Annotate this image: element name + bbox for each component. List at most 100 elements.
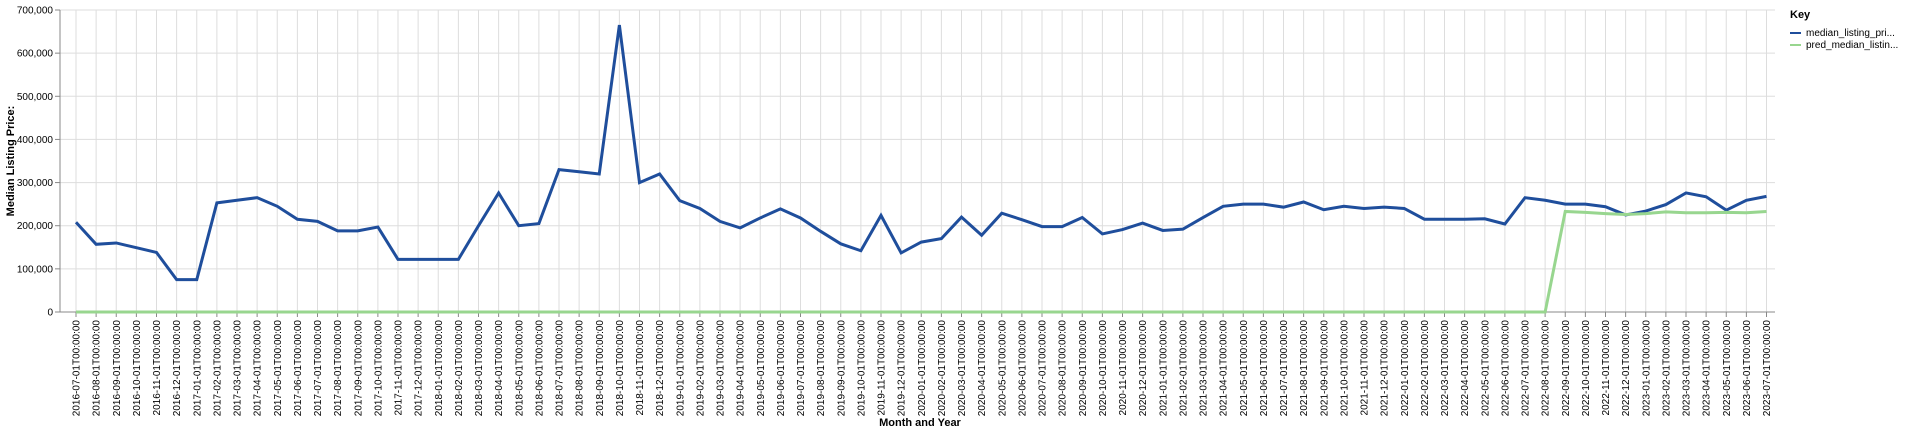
x-tick-label: 2019-01-01T00:00:00 <box>675 320 686 417</box>
x-tick-label: 2022-05-01T00:00:00 <box>1480 320 1491 417</box>
x-tick-label: 2017-05-01T00:00:00 <box>273 320 284 417</box>
x-tick-label: 2018-07-01T00:00:00 <box>555 320 566 417</box>
x-tick-label: 2017-02-01T00:00:00 <box>212 320 223 417</box>
plot-area <box>74 24 1767 314</box>
legend-label-1: pred_median_listin... <box>1806 40 1898 51</box>
x-tick-label: 2022-12-01T00:00:00 <box>1621 320 1632 417</box>
x-tick-label: 2020-04-01T00:00:00 <box>977 320 988 417</box>
x-tick-label: 2017-03-01T00:00:00 <box>233 320 244 417</box>
x-tick-label: 2018-09-01T00:00:00 <box>595 320 606 417</box>
x-tick-label: 2022-10-01T00:00:00 <box>1581 320 1592 417</box>
x-tick-label: 2022-06-01T00:00:00 <box>1500 320 1511 417</box>
y-axis-title: Median Listing Price: <box>5 106 17 217</box>
x-tick-label: 2022-02-01T00:00:00 <box>1420 320 1431 417</box>
x-axis: 2016-07-01T00:00:00 2016-08-01T00:00:00 20… <box>60 311 1775 417</box>
grid-lines <box>60 9 1775 313</box>
x-tick-label: 2020-09-01T00:00:00 <box>1078 320 1089 417</box>
x-tick-label: 2020-02-01T00:00:00 <box>937 320 948 417</box>
x-tick-label: 2017-12-01T00:00:00 <box>414 320 425 417</box>
x-tick-label: 2019-06-01T00:00:00 <box>776 320 787 417</box>
legend: Key median_listing_pri... pred_median_li… <box>1790 9 1898 51</box>
x-tick-label: 2016-09-01T00:00:00 <box>112 320 123 417</box>
x-tick-label: 2019-12-01T00:00:00 <box>897 320 908 417</box>
x-tick-label: 2019-05-01T00:00:00 <box>756 320 767 417</box>
x-tick-label: 2019-07-01T00:00:00 <box>796 320 807 417</box>
series-line-0 <box>74 24 1767 282</box>
x-tick-label: 2021-01-01T00:00:00 <box>1158 320 1169 417</box>
x-tick-label: 2020-12-01T00:00:00 <box>1138 320 1149 417</box>
x-tick-label: 2021-03-01T00:00:00 <box>1199 320 1210 417</box>
x-tick-label: 2022-04-01T00:00:00 <box>1460 320 1471 417</box>
x-tick-label: 2023-07-01T00:00:00 <box>1762 320 1773 417</box>
x-tick-label: 2021-06-01T00:00:00 <box>1259 320 1270 417</box>
x-tick-label: 2021-10-01T00:00:00 <box>1339 320 1350 417</box>
y-tick-label: 100,000 <box>17 264 54 275</box>
x-tick-label: 2023-05-01T00:00:00 <box>1722 320 1733 417</box>
x-tick-label: 2018-05-01T00:00:00 <box>514 320 525 417</box>
y-tick-label: 200,000 <box>17 221 54 232</box>
x-tick-label: 2019-02-01T00:00:00 <box>695 320 706 417</box>
x-tick-label: 2017-06-01T00:00:00 <box>293 320 304 417</box>
x-tick-label: 2021-12-01T00:00:00 <box>1380 320 1391 417</box>
x-tick-label: 2020-06-01T00:00:00 <box>1017 320 1028 417</box>
x-tick-label: 2017-10-01T00:00:00 <box>373 320 384 417</box>
x-tick-label: 2016-07-01T00:00:00 <box>72 320 83 417</box>
x-tick-label: 2018-08-01T00:00:00 <box>575 320 586 417</box>
x-tick-label: 2021-02-01T00:00:00 <box>1178 320 1189 417</box>
x-tick-label: 2018-11-01T00:00:00 <box>635 320 646 416</box>
x-tick-label: 2022-01-01T00:00:00 <box>1400 320 1411 417</box>
x-tick-label: 2021-05-01T00:00:00 <box>1239 320 1250 417</box>
x-tick-label: 2019-10-01T00:00:00 <box>856 320 867 417</box>
x-tick-label: 2017-07-01T00:00:00 <box>313 320 324 417</box>
x-tick-label: 2021-07-01T00:00:00 <box>1279 320 1290 417</box>
x-tick-label: 2020-05-01T00:00:00 <box>997 320 1008 417</box>
x-tick-label: 2018-10-01T00:00:00 <box>615 320 626 417</box>
legend-label-0: median_listing_pri... <box>1806 28 1895 39</box>
y-tick-label: 700,000 <box>17 6 54 17</box>
x-tick-label: 2018-12-01T00:00:00 <box>655 320 666 417</box>
x-tick-label: 2020-10-01T00:00:00 <box>1098 320 1109 417</box>
x-tick-label: 2017-09-01T00:00:00 <box>353 320 364 417</box>
x-tick-label: 2016-10-01T00:00:00 <box>132 320 143 417</box>
x-tick-label: 2019-03-01T00:00:00 <box>716 320 727 417</box>
y-tick-label: 400,000 <box>17 135 54 146</box>
x-tick-label: 2018-01-01T00:00:00 <box>434 320 445 417</box>
x-tick-label: 2023-01-01T00:00:00 <box>1641 320 1652 417</box>
x-tick-label: 2020-07-01T00:00:00 <box>1038 320 1049 417</box>
x-tick-label: 2020-01-01T00:00:00 <box>917 320 928 417</box>
x-tick-label: 2022-07-01T00:00:00 <box>1521 320 1532 417</box>
x-tick-label: 2019-08-01T00:00:00 <box>816 320 827 417</box>
x-tick-label: 2020-08-01T00:00:00 <box>1058 320 1069 417</box>
legend-title: Key <box>1790 9 1811 21</box>
x-tick-label: 2022-11-01T00:00:00 <box>1601 320 1612 416</box>
x-tick-label: 2021-04-01T00:00:00 <box>1219 320 1230 417</box>
x-tick-label: 2023-04-01T00:00:00 <box>1702 320 1713 417</box>
x-tick-label: 2018-02-01T00:00:00 <box>454 320 465 417</box>
x-tick-label: 2016-08-01T00:00:00 <box>92 320 103 417</box>
x-tick-label: 2021-08-01T00:00:00 <box>1299 320 1310 417</box>
x-tick-label: 2018-06-01T00:00:00 <box>534 320 545 417</box>
x-tick-label: 2017-04-01T00:00:00 <box>253 320 264 417</box>
x-tick-label: 2018-03-01T00:00:00 <box>474 320 485 417</box>
x-tick-label: 2023-03-01T00:00:00 <box>1682 320 1693 417</box>
y-tick-label: 0 <box>47 308 53 319</box>
x-axis-title: Month and Year <box>879 417 961 429</box>
x-tick-label: 2016-11-01T00:00:00 <box>152 320 163 416</box>
y-tick-label: 600,000 <box>17 49 54 60</box>
x-tick-label: 2022-08-01T00:00:00 <box>1541 320 1552 417</box>
x-tick-label: 2018-04-01T00:00:00 <box>494 320 505 417</box>
y-tick-label: 500,000 <box>17 92 54 103</box>
x-tick-label: 2017-01-01T00:00:00 <box>192 320 203 417</box>
x-tick-label: 2017-11-01T00:00:00 <box>394 320 405 416</box>
x-tick-label: 2019-04-01T00:00:00 <box>736 320 747 417</box>
x-tick-label: 2019-11-01T00:00:00 <box>877 320 888 416</box>
series-line-1 <box>76 209 1767 314</box>
x-tick-label: 2021-09-01T00:00:00 <box>1319 320 1330 417</box>
x-tick-label: 2019-09-01T00:00:00 <box>836 320 847 417</box>
x-tick-label: 2020-11-01T00:00:00 <box>1118 320 1129 416</box>
x-tick-label: 2021-11-01T00:00:00 <box>1360 320 1371 416</box>
x-tick-label: 2022-03-01T00:00:00 <box>1440 320 1451 417</box>
x-tick-label: 2023-02-01T00:00:00 <box>1661 320 1672 417</box>
x-tick-label: 2017-08-01T00:00:00 <box>333 320 344 417</box>
